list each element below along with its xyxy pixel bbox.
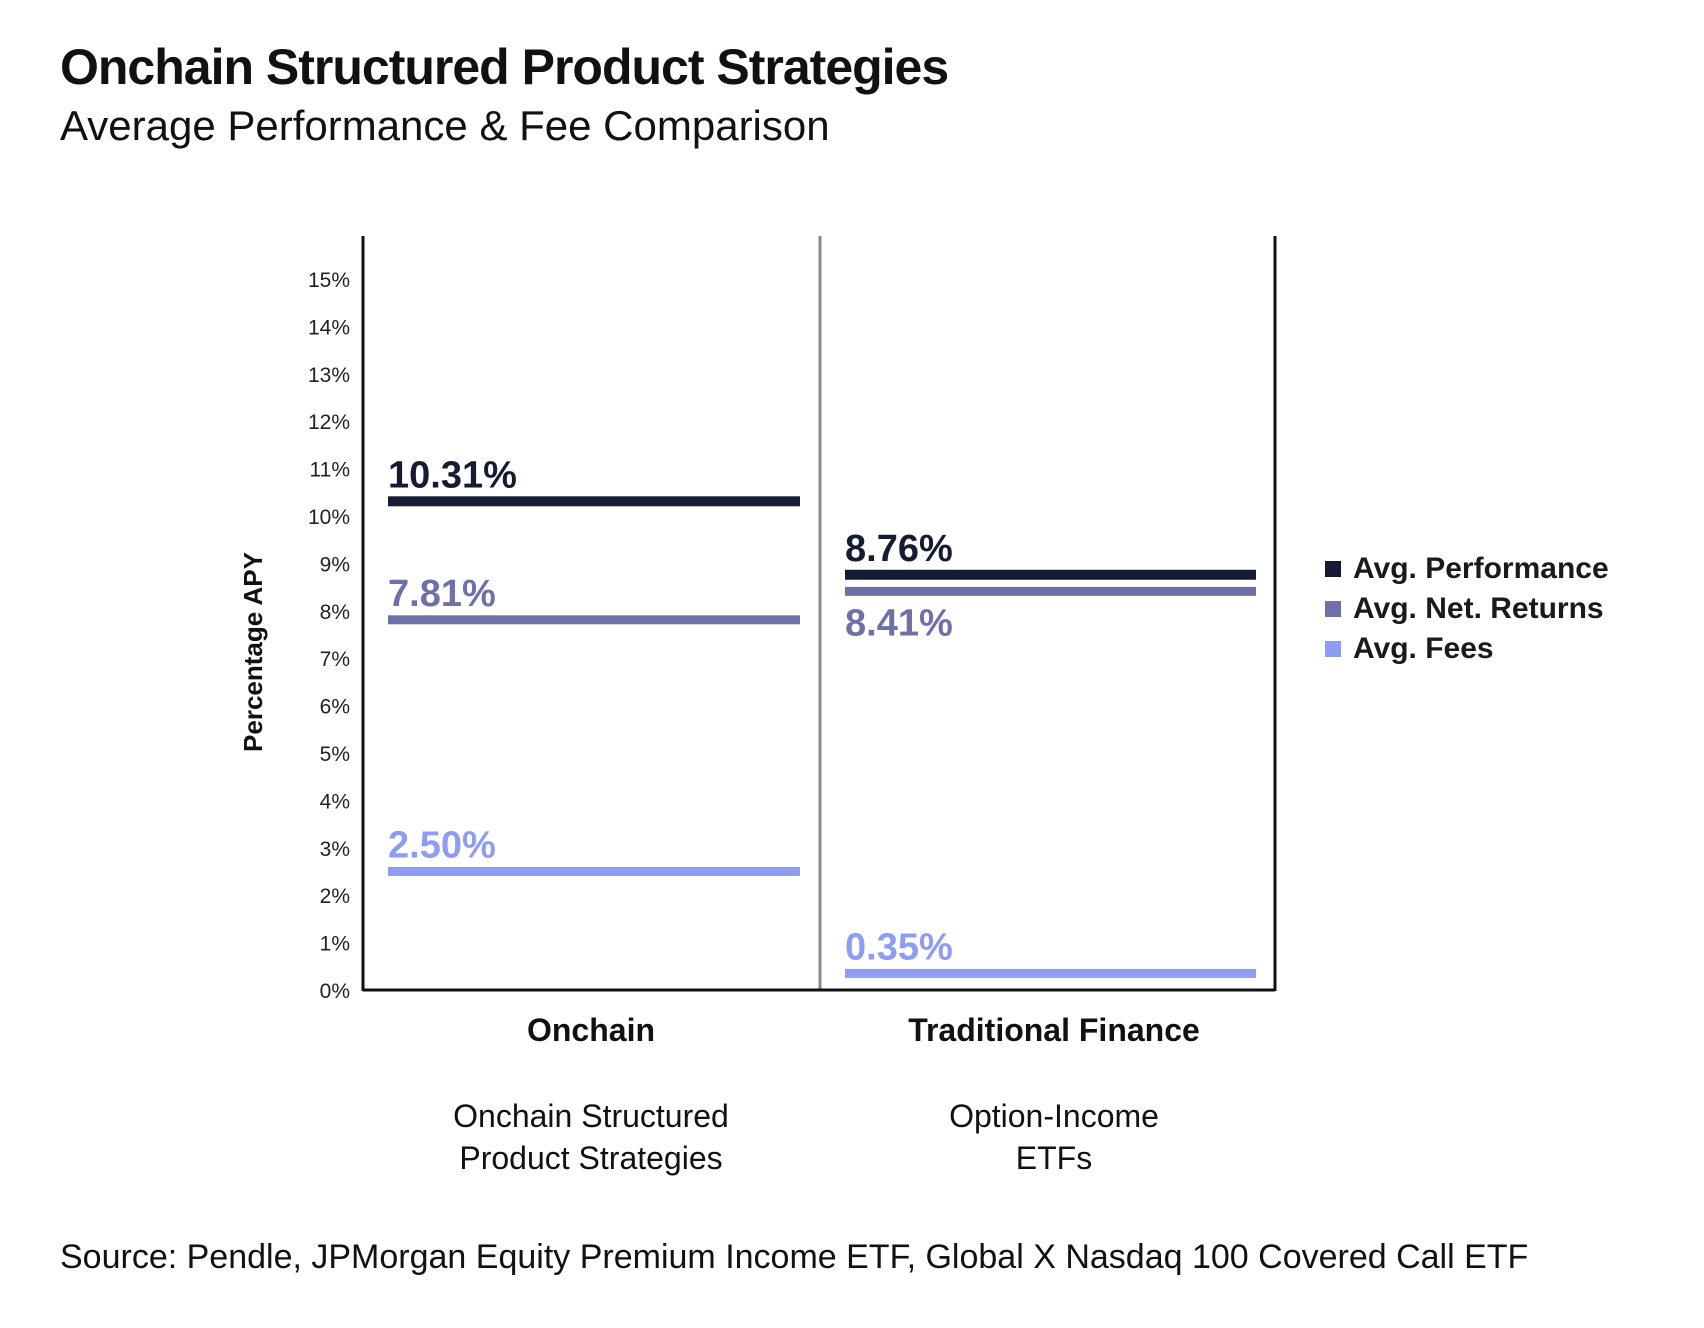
legend-item-fees: Avg. Fees [1325,629,1609,669]
y-tick-label: 5% [320,743,350,766]
y-axis-ticks: 0% 1% 2% 3% 4% 5% 6% 7% 8% 9% 10% 11% 12% 13% 14% 15% [308,269,350,1003]
legend-item-net-returns: Avg. Net. Returns [1325,589,1609,629]
category-description-onchain: Onchain Structured Product Strategies [391,1095,791,1179]
data-marks: 10.31% 8.76% 7.81% 8.41% 2.50% 0.35% [388,454,1256,978]
data-label: 2.50% [388,825,496,867]
y-tick-label: 15% [308,269,350,292]
data-label: 10.31% [388,454,517,496]
legend-swatch-fees [1325,641,1341,657]
data-label: 0.35% [845,926,953,968]
level-bar [845,586,1256,596]
y-tick-label: 8% [320,601,350,624]
legend-label: Avg. Net. Returns [1353,592,1604,625]
y-tick-label: 12% [308,411,350,434]
y-tick-label: 9% [320,553,350,576]
level-bar [388,615,800,625]
category-description-line: Product Strategies [459,1140,723,1176]
legend-label: Avg. Performance [1353,552,1609,585]
category-description-line: ETFs [1015,1140,1093,1176]
source-note: Source: Pendle, JPMorgan Equity Premium … [60,1238,1529,1276]
y-tick-label: 0% [320,980,350,1003]
category-label-traditional-finance: Traditional Finance [908,1012,1200,1048]
y-tick-label: 11% [310,459,350,482]
y-tick-label: 13% [308,364,350,387]
level-bar [845,569,1256,580]
category-label-onchain: Onchain [526,1012,655,1048]
y-tick-label: 4% [320,790,350,813]
level-bar [388,867,800,876]
y-tick-label: 1% [320,933,350,956]
y-tick-label: 2% [320,885,350,908]
y-tick-label: 7% [320,648,350,671]
y-tick-label: 6% [320,696,350,719]
level-bar [388,496,800,507]
chart-subtitle: Average Performance & Fee Comparison [60,102,830,149]
chart-title: Onchain Structured Product Strategies [60,39,949,95]
category-description-line: Option-Income [949,1098,1159,1134]
data-label: 8.41% [845,602,953,644]
data-label: 7.81% [388,573,496,615]
y-tick-label: 10% [308,506,350,529]
legend-swatch-performance [1325,561,1341,577]
legend-swatch-net-returns [1325,601,1341,617]
category-description-traditional-finance: Option-Income ETFs [854,1095,1254,1179]
y-tick-label: 3% [320,838,350,861]
legend: Avg. Performance Avg. Net. Returns Avg. … [1325,549,1609,669]
level-bar [845,968,1256,978]
data-label: 8.76% [845,528,953,570]
legend-item-performance: Avg. Performance [1325,549,1609,589]
y-axis-label: Percentage APY [238,552,268,752]
category-description-line: Onchain Structured [453,1098,729,1134]
y-tick-label: 14% [308,316,350,339]
legend-label: Avg. Fees [1353,632,1494,665]
